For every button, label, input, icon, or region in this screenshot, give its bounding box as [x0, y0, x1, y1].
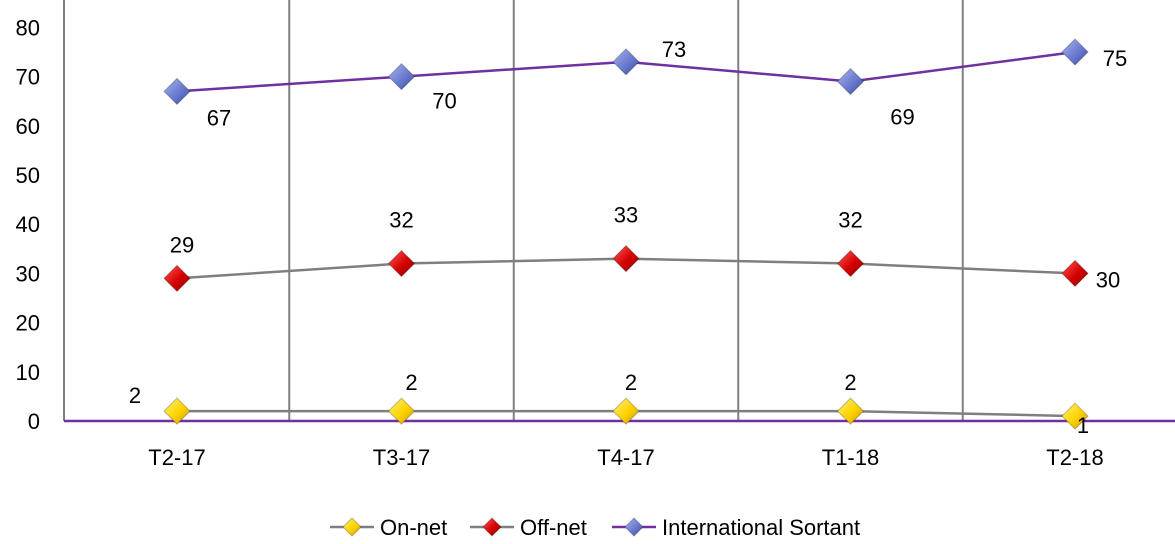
legend-item-off-net: Off-net	[470, 515, 587, 540]
data-point-marker	[163, 397, 191, 425]
y-tick-label: 70	[16, 65, 40, 90]
data-point-marker	[1061, 402, 1089, 430]
data-label-layer: 2 2 2 2 1 29 32 33 32 30 67 70 73 69 75	[129, 37, 1127, 438]
data-point-marker	[612, 48, 640, 76]
data-label: 73	[662, 37, 686, 62]
axis-layer: 0 10 20 30 40 50 60 70 80 T2-17 T3-17 T4-17 T1-18 T2-…	[16, 0, 1175, 470]
legend-label: On-net	[380, 515, 447, 540]
data-label: 29	[170, 232, 194, 257]
legend-marker	[624, 517, 644, 537]
y-tick-label: 0	[28, 409, 40, 434]
data-label: 33	[614, 203, 638, 228]
y-tick-label: 30	[16, 261, 40, 286]
data-point-marker	[387, 62, 416, 91]
data-label: 67	[207, 105, 231, 130]
data-point-marker	[612, 244, 640, 273]
legend-label: International Sortant	[662, 515, 860, 540]
data-point-marker	[387, 397, 416, 425]
legend-item-international-sortant: International Sortant	[612, 515, 860, 540]
legend-marker	[482, 517, 502, 537]
x-tick-label: T4-17	[597, 445, 654, 470]
data-label: 2	[844, 370, 856, 395]
data-point-marker	[836, 67, 865, 96]
legend-marker	[342, 517, 362, 537]
legend-label: Off-net	[520, 515, 587, 540]
data-point-marker	[1061, 38, 1089, 66]
legend-item-on-net: On-net	[330, 515, 447, 540]
data-point-marker	[163, 77, 191, 106]
data-point-marker	[387, 249, 416, 278]
y-tick-label: 80	[16, 15, 40, 40]
data-label: 75	[1103, 46, 1127, 71]
data-point-marker	[163, 264, 191, 293]
x-tick-label: T2-17	[148, 445, 205, 470]
y-tick-label: 60	[16, 114, 40, 139]
data-point-marker	[1061, 259, 1089, 288]
data-label: 32	[838, 208, 862, 233]
series-layer	[163, 38, 1089, 430]
data-label: 2	[625, 370, 637, 395]
legend: On-net Off-net International Sortant	[330, 515, 860, 540]
x-tick-label: T3-17	[373, 445, 430, 470]
data-point-marker	[836, 397, 865, 425]
data-label: 69	[890, 105, 914, 130]
data-label: 32	[389, 208, 413, 233]
data-point-marker	[612, 397, 640, 425]
y-tick-label: 40	[16, 212, 40, 237]
data-label: 70	[432, 89, 456, 114]
y-tick-label: 20	[16, 311, 40, 336]
data-label: 2	[405, 370, 417, 395]
y-tick-label: 50	[16, 163, 40, 188]
data-label: 1	[1077, 413, 1089, 438]
data-label: 2	[129, 383, 141, 408]
data-point-marker	[836, 249, 865, 278]
x-tick-label: T2-18	[1046, 445, 1103, 470]
data-label: 30	[1096, 267, 1120, 292]
x-tick-label: T1-18	[822, 445, 879, 470]
y-tick-label: 10	[16, 360, 40, 385]
